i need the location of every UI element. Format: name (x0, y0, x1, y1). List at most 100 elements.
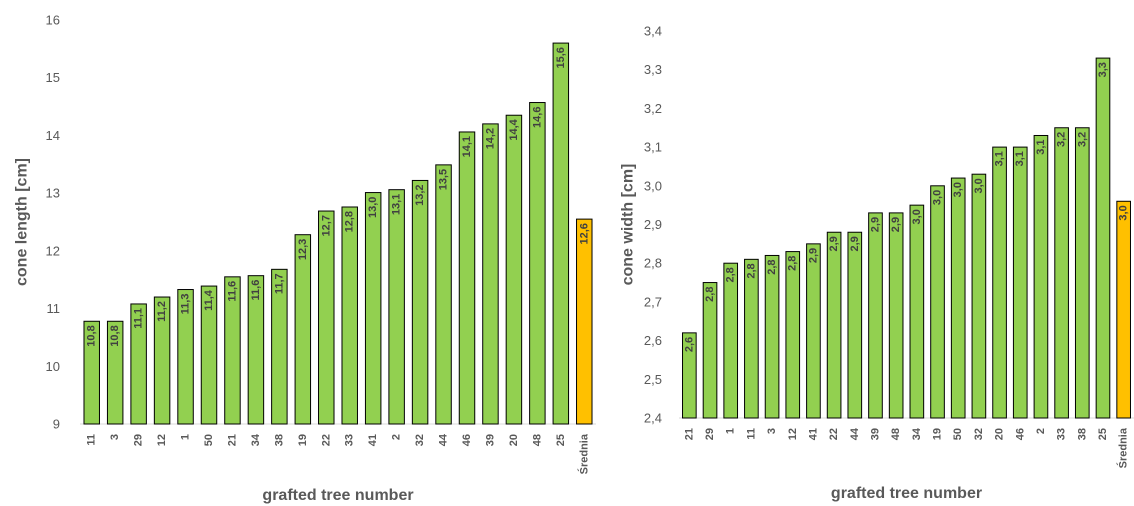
bar (435, 164, 452, 425)
category-label: 48 (531, 434, 543, 446)
data-label: 2,9 (849, 236, 861, 251)
category-label: 11 (745, 428, 757, 440)
data-label: 3,2 (1056, 132, 1068, 147)
category-label: 34 (911, 427, 923, 440)
category-label: 32 (414, 434, 426, 446)
data-label: 2,6 (683, 337, 695, 352)
category-label: 1 (180, 434, 192, 440)
y-tick-label: 3,2 (644, 101, 662, 116)
y-tick-label: 14 (46, 128, 60, 143)
y-tick-label: 2,7 (644, 294, 662, 309)
bar (847, 231, 863, 419)
data-label: 14,1 (461, 136, 473, 157)
bar (785, 251, 801, 419)
data-label: 3,0 (911, 209, 923, 224)
data-label: 11,6 (250, 280, 262, 301)
y-tick-label: 10 (46, 359, 60, 374)
data-label: 10,8 (86, 325, 98, 346)
bar (826, 231, 842, 419)
category-label: 34 (250, 433, 262, 446)
y-tick-label: 2,8 (644, 256, 662, 271)
category-label: 21 (683, 428, 695, 440)
category-label: 1 (725, 428, 737, 434)
bar (200, 285, 218, 425)
data-label: 3,0 (1118, 205, 1130, 220)
bar (153, 296, 171, 425)
cone-width-chart: 2,42,52,62,72,82,93,03,13,23,33,42,6212,… (620, 24, 1134, 502)
category-label: 19 (932, 428, 944, 440)
y-axis-title: cone length [cm] (14, 158, 31, 286)
data-label: 2,9 (807, 248, 819, 263)
category-label: 33 (344, 434, 356, 446)
category-label: 12 (156, 434, 168, 446)
bar (224, 276, 241, 425)
data-label: 14,6 (531, 107, 543, 128)
category-label: 12 (787, 428, 799, 440)
data-label: 3,1 (1014, 151, 1026, 166)
bar (294, 234, 312, 425)
y-tick-label: 12 (46, 243, 60, 258)
bar-average (576, 218, 593, 425)
data-label: 2,8 (704, 287, 716, 302)
bar (552, 42, 570, 425)
bar (971, 173, 987, 419)
y-tick-label: 3,0 (644, 178, 662, 193)
data-label: 12,3 (297, 239, 309, 260)
y-tick-label: 2,6 (644, 333, 662, 348)
category-label: 46 (461, 434, 473, 446)
bar (130, 303, 147, 425)
category-label: 44 (849, 427, 861, 440)
category-label: 3 (109, 434, 121, 440)
bar (744, 258, 759, 419)
y-axis-title: cone width [cm] (620, 164, 637, 286)
data-label: 2,9 (828, 236, 840, 251)
data-label: 2,8 (787, 256, 799, 271)
category-label: 29 (704, 428, 716, 440)
data-label: 3,0 (952, 182, 964, 197)
category-label: 39 (869, 428, 881, 440)
data-label: 2,9 (890, 217, 902, 232)
category-label: 22 (828, 428, 840, 440)
cone-length-chart: 91011121314151610,81110,8311,12911,21211… (14, 13, 596, 504)
y-tick-label: 2,5 (644, 372, 662, 387)
data-label: 3,0 (973, 178, 985, 193)
bar (271, 268, 288, 425)
bar (682, 332, 697, 419)
bar (505, 114, 523, 425)
y-tick-label: 13 (46, 186, 60, 201)
data-label: 12,6 (578, 223, 590, 244)
category-label: 22 (320, 434, 332, 446)
x-axis-title: grafted tree number (831, 485, 982, 502)
bar (247, 275, 265, 425)
category-label: 38 (1076, 428, 1088, 440)
y-tick-label: 16 (46, 13, 60, 28)
bar (1054, 127, 1069, 419)
data-label: 2,8 (725, 267, 737, 282)
category-label: Średnia (1117, 427, 1130, 468)
bar (950, 177, 966, 419)
data-label: 2,9 (869, 217, 881, 232)
y-tick-label: 3,3 (644, 62, 662, 77)
data-label: 3,3 (1097, 62, 1109, 77)
bar (458, 131, 476, 425)
category-label: 19 (297, 434, 309, 446)
bar (83, 320, 100, 425)
category-label: 46 (1014, 428, 1026, 440)
y-tick-label: 2,9 (644, 217, 662, 232)
bar (482, 123, 499, 425)
bar (364, 192, 382, 425)
bar (341, 206, 358, 425)
bar (529, 102, 546, 425)
data-label: 11,2 (156, 301, 168, 322)
y-tick-label: 2,4 (644, 411, 662, 426)
data-label: 10,8 (109, 325, 121, 346)
category-label: 41 (367, 434, 379, 446)
y-tick-label: 11 (47, 301, 61, 316)
category-label: 44 (438, 433, 450, 446)
x-axis-title: grafted tree number (262, 487, 413, 504)
category-label: 38 (273, 434, 285, 446)
data-label: 3,1 (1035, 139, 1047, 154)
category-label: 25 (1097, 428, 1109, 440)
bar (177, 289, 194, 425)
category-label: 20 (508, 434, 520, 446)
